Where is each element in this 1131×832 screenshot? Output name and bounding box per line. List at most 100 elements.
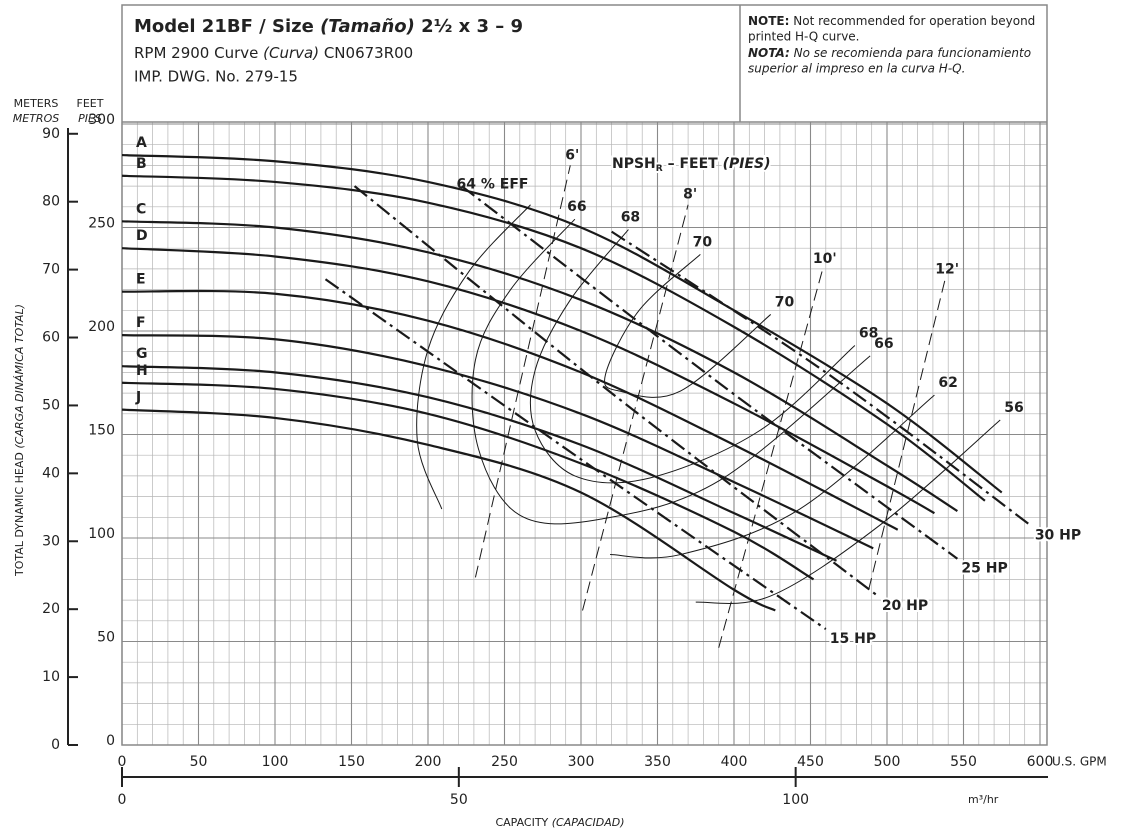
npsh-curve [474, 165, 571, 578]
x-tick-label: 350 [644, 754, 671, 770]
x-tick-label: 500 [874, 754, 901, 770]
x2-tick-label: 0 [118, 792, 127, 808]
y2-tick-label: 50 [42, 397, 60, 413]
nota: NOTA: No se recomienda para funcionamien… [748, 46, 1031, 60]
impeller-curve [121, 365, 837, 562]
efficiency-label: 66 [567, 199, 586, 215]
x2-tick-label: 100 [782, 792, 809, 808]
y-unit-es: PIES [78, 112, 102, 125]
x-axis-label: CAPACITY (CAPACIDAD) [495, 816, 624, 829]
y2-unit-es: METROS [13, 112, 59, 125]
y2-tick-label: 90 [42, 126, 60, 142]
efficiency-label: 66 [874, 336, 893, 352]
npsh-annotation-part: NPSH [612, 156, 656, 172]
npsh-annotation-part: – FEET [663, 156, 723, 172]
efficiency-label: 56 [1004, 400, 1023, 416]
x-tick-label: 150 [338, 754, 365, 770]
y2-tick-label: 30 [42, 533, 60, 549]
impeller-label: H [136, 363, 148, 379]
hp-curve [353, 185, 879, 597]
y2-tick-label: 10 [42, 669, 60, 685]
impeller-curve [121, 247, 935, 515]
impeller-label: A [136, 135, 147, 151]
y2-tick-label: 80 [42, 194, 60, 210]
subtitle: RPM 2900 Curve (Curva) CN0673R00 [134, 44, 413, 62]
nota: superior al impreso en la curva H-Q. [748, 62, 965, 76]
efficiency-label: 68 [859, 325, 878, 341]
y-tick-label: 250 [88, 216, 115, 232]
y2-unit: METERS [14, 97, 59, 110]
y-unit: FEET [77, 97, 104, 110]
y-tick-label: 50 [97, 630, 115, 646]
hp-curve [324, 278, 827, 630]
efficiency-curve [416, 204, 531, 510]
y-tick-label: 300 [88, 112, 115, 128]
impeller-label: G [136, 346, 148, 362]
npsh-label: 6' [565, 147, 579, 163]
hp-label: 20 HP [882, 598, 928, 614]
y-tick-label: 200 [88, 319, 115, 335]
impeller-label: C [136, 201, 146, 217]
y2-tick-label: 20 [42, 601, 60, 617]
y2-tick-label: 60 [42, 330, 60, 346]
efficiency-curve [603, 254, 772, 398]
note: printed H-Q curve. [748, 30, 860, 44]
note: NOTE: Not recommended for operation beyo… [748, 14, 1035, 28]
x-tick-label: 550 [950, 754, 977, 770]
y-tick-label: 0 [106, 733, 115, 749]
x2-tick-label: 50 [450, 792, 468, 808]
x-tick-label: 50 [190, 754, 208, 770]
y-tick-label: 100 [88, 526, 115, 542]
impeller-curve [121, 408, 776, 612]
x-tick-label: 400 [721, 754, 748, 770]
y2-tick-label: 0 [51, 737, 60, 753]
hp-label: 15 HP [830, 631, 876, 647]
impeller-curve [121, 381, 815, 581]
impeller-curve [121, 289, 899, 531]
impeller-curve [121, 220, 958, 513]
impeller-label: D [136, 228, 148, 244]
impeller-label: F [136, 315, 146, 331]
hp-curve [460, 185, 959, 560]
npsh-annotation-part: (PIES) [723, 156, 771, 172]
hp-label: 30 HP [1035, 528, 1081, 544]
efficiency-label: 62 [938, 375, 957, 391]
npsh-label: 8' [683, 187, 697, 203]
efficiency-label: 68 [621, 210, 640, 226]
impeller-curve [121, 334, 874, 550]
efficiency-curve [471, 218, 871, 525]
x-tick-label: 0 [118, 754, 127, 770]
x2-unit: m³/hr [968, 793, 999, 806]
npsh-curve [582, 204, 689, 611]
efficiency-curve [529, 229, 856, 484]
x-tick-label: 200 [415, 754, 442, 770]
x-tick-label: 450 [797, 754, 824, 770]
x-tick-label: 300 [568, 754, 595, 770]
npsh-curve [718, 268, 824, 648]
drawing-number: IMP. DWG. No. 279-15 [134, 68, 298, 86]
impeller-label: E [136, 272, 146, 288]
y-tick-label: 150 [88, 423, 115, 439]
impeller-curve [121, 174, 986, 502]
npsh-annotation-part: R [656, 164, 663, 174]
impeller-label: J [135, 390, 141, 406]
impeller-label: B [136, 156, 147, 172]
x-tick-label: 600 [1027, 754, 1054, 770]
efficiency-label: 70 [693, 234, 713, 250]
npsh-annotation: NPSHR – FEET (PIES) [612, 156, 771, 174]
y-axis-label: TOTAL DYNAMIC HEAD (CARGA DINÁMICA TOTAL… [13, 304, 26, 577]
x-tick-label: 100 [262, 754, 289, 770]
efficiency-label: 70 [775, 294, 795, 310]
x-unit: U.S. GPM [1052, 755, 1107, 769]
npsh-label: 10' [813, 251, 837, 267]
efficiency-label: 64 % EFF [457, 177, 529, 193]
frame [121, 4, 1048, 746]
y2-tick-label: 70 [42, 262, 60, 278]
x-tick-label: 250 [491, 754, 518, 770]
hp-label: 25 HP [961, 561, 1007, 577]
npsh-curve [868, 279, 946, 590]
y2-tick-label: 40 [42, 465, 60, 481]
npsh-label: 12' [935, 261, 959, 277]
hp-curve [610, 230, 1032, 527]
